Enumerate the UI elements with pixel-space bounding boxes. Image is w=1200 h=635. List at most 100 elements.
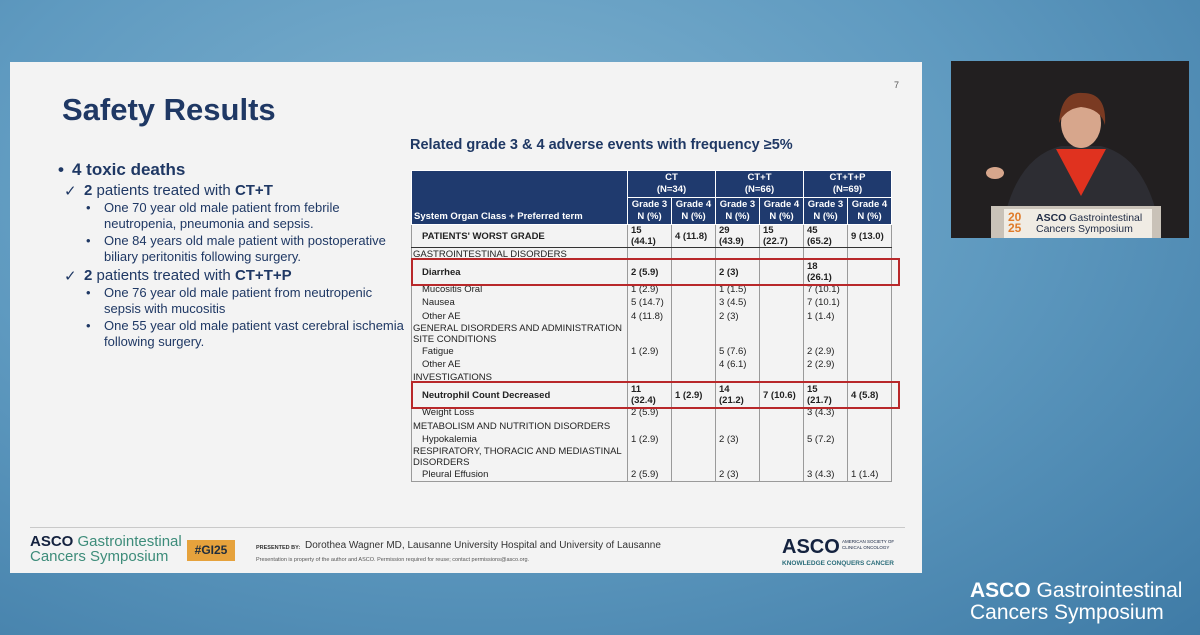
section-row: INVESTIGATIONS	[411, 371, 892, 385]
logo-brand: ASCO	[30, 533, 74, 550]
presenter: Dorothea Wagner MD, Lausanne University …	[305, 540, 661, 551]
sign-year: 20 25	[1008, 211, 1022, 235]
group-name: CT	[665, 172, 678, 183]
grade-label: Grade 4	[763, 199, 800, 210]
section-label: RESPIRATORY, THORACIC AND MEDIASTINAL DI…	[411, 445, 628, 468]
cell: 2 (3)	[715, 309, 760, 323]
data-row: Weight Loss 2 (5.9) 3 (4.3)	[411, 406, 892, 420]
group-n: (N=34)	[656, 184, 687, 195]
cell	[759, 432, 804, 446]
adverse-events-table: System Organ Class + Preferred term CT (N=…	[411, 170, 892, 482]
cell	[671, 344, 716, 358]
group-n: (N=69)	[832, 184, 863, 195]
empty-cell	[847, 445, 892, 468]
cell	[671, 309, 716, 323]
page-number: 7	[894, 80, 900, 90]
cell: 45 (65.2)	[803, 224, 848, 248]
watermark-word: Gastrointestinal	[1036, 579, 1183, 602]
society-name: AMERICAN SOCIETY OF CLINICAL ONCOLOGY	[842, 539, 895, 550]
data-row: Fatigue 1 (2.9) 5 (7.6) 2 (2.9)	[411, 344, 892, 358]
row-label: Nausea	[411, 296, 628, 310]
notice: Presentation is property of the author a…	[256, 557, 530, 563]
podium-sign: 20 25 ASCO Gastrointestinal Cancers Sympos…	[1004, 209, 1152, 238]
scarf	[1056, 149, 1106, 196]
grade-label: Grade 4	[675, 199, 712, 210]
bullet-list: 4 toxic deaths 2 patients treated with CT…	[54, 160, 404, 350]
row-label: Hypokalemia	[411, 432, 628, 446]
cell: 9 (13.0)	[847, 224, 892, 248]
data-row: Hypokalemia 1 (2.9) 2 (3) 5 (7.2)	[411, 432, 892, 446]
watermark-brand: ASCO	[970, 579, 1031, 602]
empty-cell	[627, 419, 672, 433]
cell: 3 (4.5)	[715, 296, 760, 310]
section-label: GENERAL DISORDERS AND ADMINISTRATION SIT…	[411, 322, 628, 345]
society-brand: ASCO	[782, 536, 840, 558]
watermark-line2: Cancers Symposium	[970, 601, 1164, 624]
cell	[847, 344, 892, 358]
cell: 2 (5.9)	[627, 467, 672, 482]
face	[1061, 98, 1101, 148]
empty-cell	[759, 419, 804, 433]
society-logo: ASCO AMERICAN SOCIETY OF CLINICAL ONCOLO…	[782, 536, 894, 567]
patient-count: 2	[84, 267, 93, 284]
cell: 5 (14.7)	[627, 296, 672, 310]
empty-cell	[803, 322, 848, 345]
table-body: PATIENTS' WORST GRADE 15 (44.1) 4 (11.8) 29…	[411, 224, 892, 482]
cell: 1 (1.4)	[803, 309, 848, 323]
detail-bullet: One 55 year old male patient vast cerebr…	[54, 318, 404, 350]
cell: 2 (2.9)	[803, 344, 848, 358]
cell	[847, 296, 892, 310]
sub-bullet: 2 patients treated with CT+T	[54, 182, 404, 200]
cell: 2 (2.9)	[803, 357, 848, 372]
grade-unit: N (%)	[681, 211, 706, 222]
data-row: Other AE 4 (6.1) 2 (2.9)	[411, 357, 892, 372]
cell	[847, 357, 892, 372]
grade-unit: N (%)	[813, 211, 838, 222]
grade-unit: N (%)	[857, 211, 882, 222]
highlight-box	[410, 381, 900, 410]
presented-by: PRESENTED BY:	[256, 545, 301, 551]
cell: 15 (22.7)	[759, 224, 804, 248]
cell	[847, 432, 892, 446]
section-row: METABOLISM AND NUTRITION DISORDERS	[411, 419, 892, 433]
cell: 15 (44.1)	[627, 224, 672, 248]
highlight-box	[410, 258, 900, 287]
table-title: Related grade 3 & 4 adverse events with …	[410, 137, 793, 153]
cell	[847, 261, 892, 284]
society-tagline: KNOWLEDGE CONQUERS CANCER	[782, 560, 894, 567]
group-header: CT (N=34)	[627, 170, 716, 198]
cell: 4 (11.8)	[671, 224, 716, 248]
hashtag: #GI25	[187, 540, 235, 561]
logo-word: Gastrointestinal	[77, 533, 182, 550]
hand	[986, 167, 1004, 179]
group-name: CT+T+P	[829, 172, 866, 183]
cell	[847, 309, 892, 323]
slide: Safety Results 7 4 toxic deaths 2 patient…	[10, 62, 922, 573]
cell: 1 (1.4)	[847, 467, 892, 482]
sub-bullet-text: patients treated with	[96, 267, 231, 284]
symposium-logo: ASCO Gastrointestinal Cancers Symposium	[30, 534, 182, 564]
empty-cell	[847, 371, 892, 385]
cell: 7 (10.1)	[803, 296, 848, 310]
empty-cell	[627, 322, 672, 345]
bullet: 4 toxic deaths	[54, 160, 404, 180]
slide-title: Safety Results	[62, 92, 276, 127]
sub-bullet: 2 patients treated with CT+T+P	[54, 267, 404, 285]
cell	[671, 296, 716, 310]
group-name: CT+T	[747, 172, 772, 183]
cell	[671, 432, 716, 446]
grade-unit: N (%)	[769, 211, 794, 222]
empty-cell	[803, 445, 848, 468]
detail-bullet: One 84 years old male patient with posto…	[54, 233, 404, 265]
sign-year-bottom: 25	[1008, 221, 1022, 235]
empty-cell	[759, 322, 804, 345]
data-row: Nausea 5 (14.7) 3 (4.5) 7 (10.1)	[411, 296, 892, 310]
data-row: Other AE 4 (11.8) 2 (3) 1 (1.4)	[411, 309, 892, 323]
empty-cell	[715, 322, 760, 345]
cell: 2 (3)	[715, 432, 760, 446]
section-row: GASTROINTESTINAL DISORDERS	[411, 247, 892, 262]
data-row: Pleural Effusion 2 (5.9) 2 (3) 3 (4.3) 1 (1.…	[411, 467, 892, 482]
